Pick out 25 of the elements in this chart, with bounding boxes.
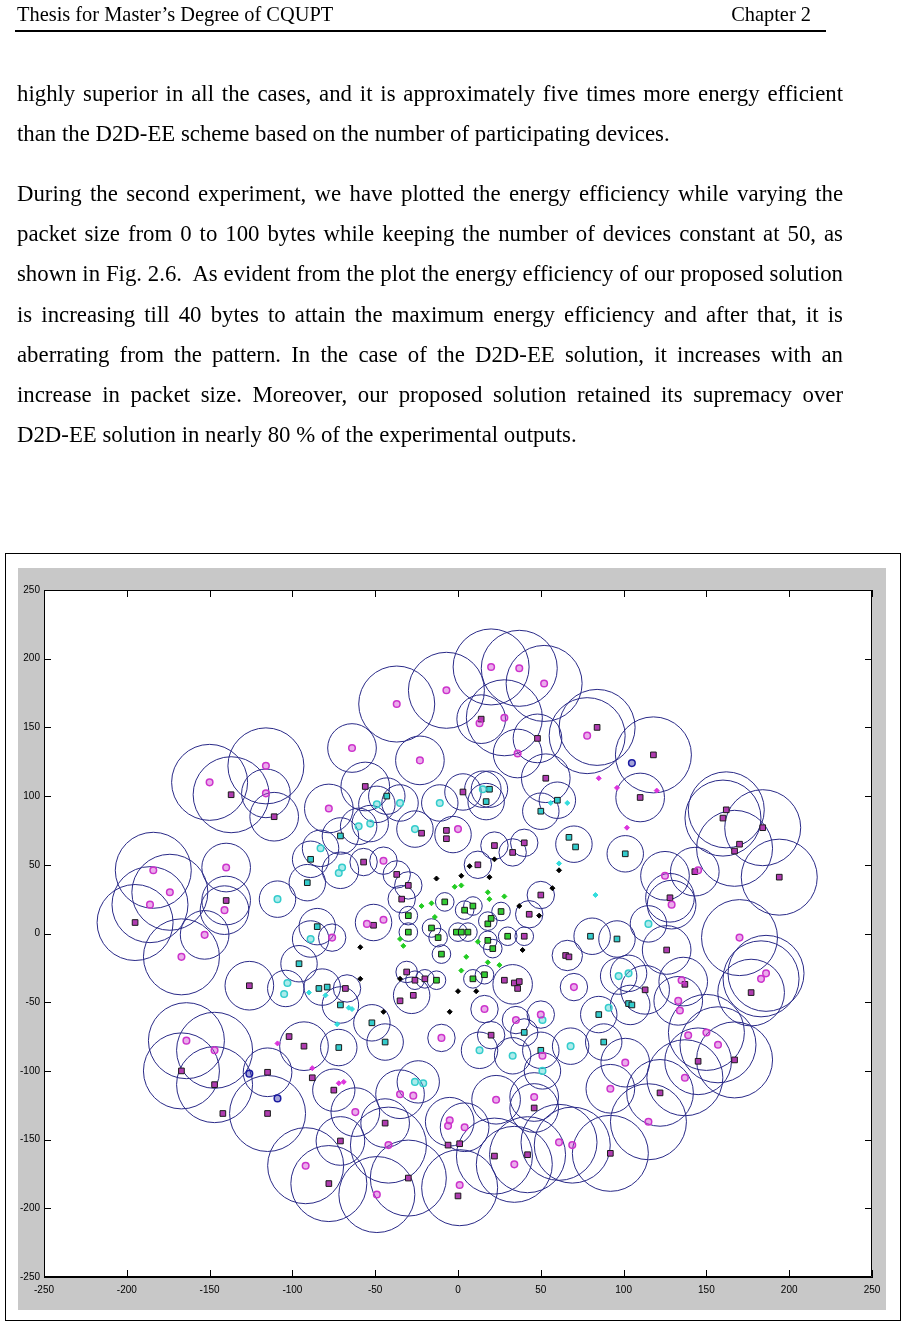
text: Chapter 2 xyxy=(731,2,811,26)
text: Thesis for Master’s Degree of CQUPT xyxy=(17,2,334,26)
text: During the second experiment, we have plotted the energy efficiency while varying the packet size from 0 to 100 bytes while keeping the number of devices constant at 50, as shown in Fig. 2.6. As evident from the plot the energy efficiency of our proposed solution is increasing till 40 bytes to attain the maximum energy efficiency and after that, it is aberrating from the pattern. In the case of the D2D-EE solution, it increases with an increase in packet size. Moreover, our proposed solution retained its supremacy over D2D-EE solution in nearly 80 % of the experimental outputs. xyxy=(17,180,843,450)
y-tick-label: 250 xyxy=(23,583,41,595)
y-tick-label: 100 xyxy=(23,789,41,801)
y-tick-label: -50 xyxy=(25,995,41,1007)
y-tick-label: -250 xyxy=(19,1270,41,1282)
y-tick-label: 0 xyxy=(34,927,41,939)
text: highly superior in all the cases, and it is approximately five times more energy efficient than the D2D-EE scheme based on the number of participating devices. xyxy=(17,80,843,149)
x-tick-label: 50 xyxy=(535,1283,547,1295)
y-tick-label: -200 xyxy=(19,1202,41,1214)
x-tick-label: 100 xyxy=(615,1283,633,1295)
y-tick-label: -150 xyxy=(19,1133,41,1145)
y-tick-label: -100 xyxy=(19,1064,41,1076)
x-tick-label: 250 xyxy=(863,1283,881,1295)
x-tick-label: -150 xyxy=(199,1283,221,1295)
y-tick-label: 50 xyxy=(28,858,41,870)
y-tick-label: 150 xyxy=(23,721,41,733)
x-tick-label: -200 xyxy=(116,1283,138,1295)
x-tick-label: -50 xyxy=(367,1283,383,1295)
x-tick-label: 150 xyxy=(698,1283,716,1295)
x-tick-label: 0 xyxy=(455,1283,462,1295)
y-tick-label: 200 xyxy=(23,652,41,664)
x-tick-label: -100 xyxy=(282,1283,303,1295)
x-tick-label: 200 xyxy=(780,1283,798,1295)
